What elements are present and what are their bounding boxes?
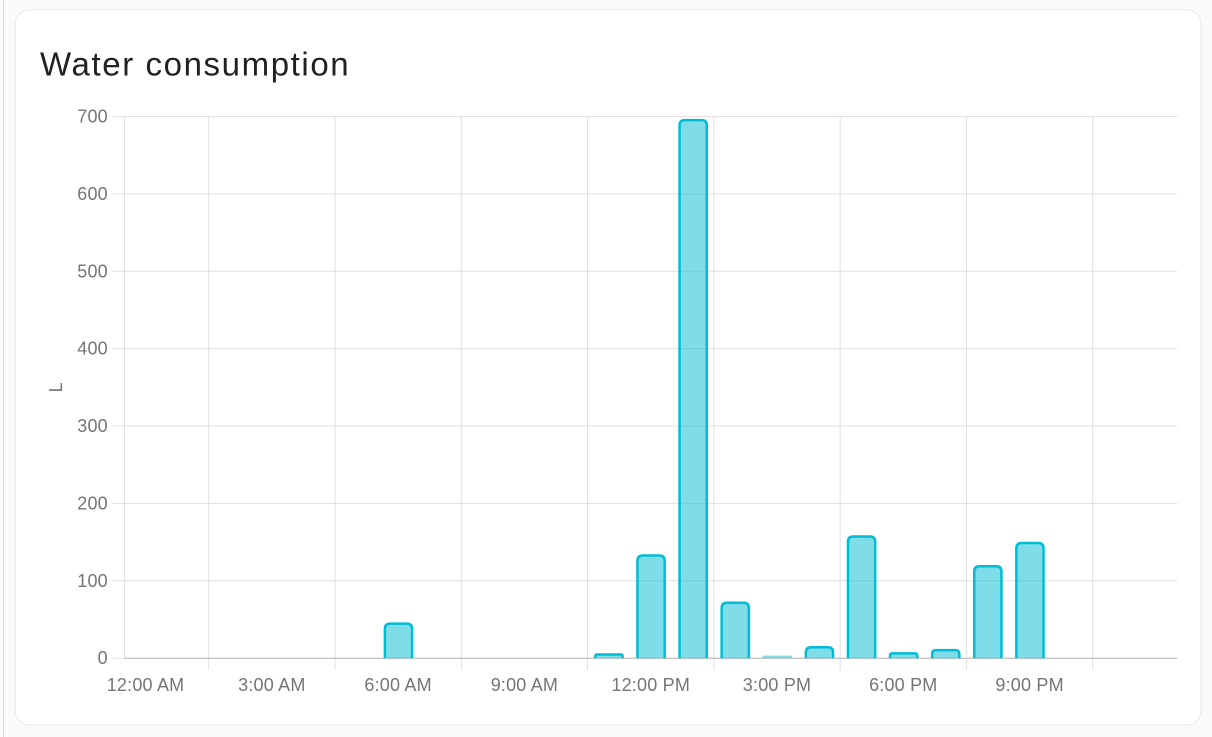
svg-text:700: 700 bbox=[77, 106, 108, 126]
svg-text:9:00 AM: 9:00 AM bbox=[491, 675, 558, 695]
svg-text:12:00 AM: 12:00 AM bbox=[107, 675, 185, 695]
svg-text:L: L bbox=[46, 382, 66, 392]
svg-text:600: 600 bbox=[77, 184, 108, 204]
svg-text:6:00 PM: 6:00 PM bbox=[869, 675, 937, 695]
svg-text:100: 100 bbox=[77, 571, 108, 591]
svg-text:3:00 PM: 3:00 PM bbox=[743, 675, 811, 695]
svg-text:9:00 PM: 9:00 PM bbox=[995, 675, 1063, 695]
svg-text:0: 0 bbox=[98, 648, 108, 668]
svg-text:200: 200 bbox=[77, 493, 108, 513]
svg-text:3:00 AM: 3:00 AM bbox=[238, 675, 305, 695]
svg-text:Water consumption: Water consumption bbox=[40, 45, 350, 82]
svg-text:300: 300 bbox=[77, 416, 108, 436]
svg-text:12:00 PM: 12:00 PM bbox=[611, 675, 690, 695]
svg-text:400: 400 bbox=[77, 339, 108, 359]
svg-text:6:00 AM: 6:00 AM bbox=[364, 675, 431, 695]
svg-text:500: 500 bbox=[77, 261, 108, 281]
